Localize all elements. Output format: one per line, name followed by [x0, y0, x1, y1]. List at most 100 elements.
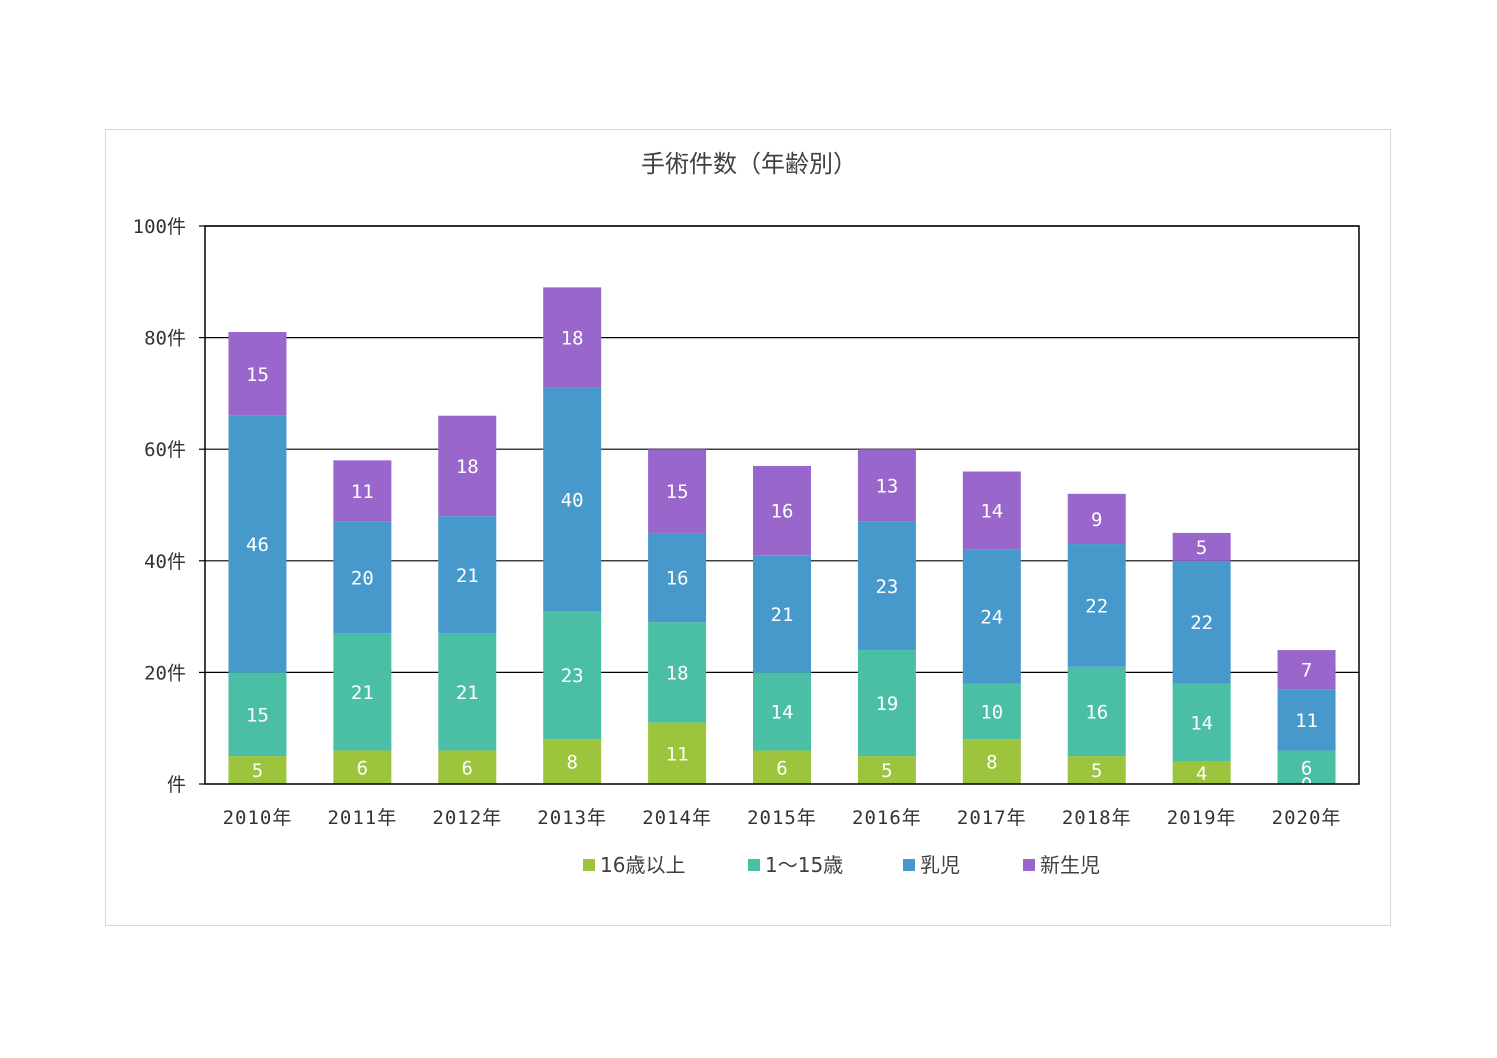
- x-tick-label: 2014年: [642, 807, 712, 829]
- bar-segment: [438, 415, 497, 517]
- bar-segment: [1277, 650, 1336, 690]
- y-tick-label: 20件: [144, 662, 186, 684]
- data-label: 5: [881, 760, 892, 782]
- bar-segment: [753, 672, 811, 751]
- data-labels: 5154615621201162121188234018111816156142…: [246, 328, 1318, 796]
- bar-segment: [543, 287, 602, 388]
- data-label: 18: [561, 328, 584, 350]
- data-label: 7: [1301, 660, 1312, 682]
- x-tick-label: 2018年: [1062, 807, 1132, 829]
- legend-item: 乳児: [903, 853, 960, 877]
- x-tick-label: 2016年: [852, 807, 922, 829]
- bar-segment: [857, 449, 916, 522]
- data-label: 24: [980, 607, 1003, 629]
- data-label: 21: [456, 565, 479, 587]
- data-label: 21: [771, 604, 794, 626]
- x-tick-label: 2012年: [432, 807, 502, 829]
- data-label: 14: [771, 701, 794, 723]
- bar-segment: [438, 750, 497, 784]
- bar-segment: [228, 756, 287, 784]
- plot-border: [204, 225, 1360, 785]
- data-label: 4: [1196, 763, 1207, 785]
- legend-swatch: [1023, 859, 1035, 871]
- data-label: 9: [1091, 509, 1102, 531]
- data-label: 23: [561, 665, 584, 687]
- legend-item: 1～15歳: [748, 853, 843, 877]
- bar-segment: [648, 722, 707, 784]
- data-label: 22: [1190, 612, 1213, 634]
- x-axis-ticks: 2010年 2011年 2012年 2013年 2014年 2015年 2016年 2017年…: [223, 807, 1341, 829]
- bars: [228, 287, 1336, 784]
- data-label: 14: [980, 501, 1003, 523]
- bar-segment: [962, 683, 1021, 740]
- bar-segment: [438, 516, 497, 634]
- bar-segment: [753, 465, 811, 556]
- legend-label: 16歳以上: [600, 853, 685, 877]
- bar-segment: [1067, 544, 1126, 667]
- bar-segment: [543, 387, 602, 612]
- x-tick-label: 2010年: [223, 807, 293, 829]
- data-label: 20: [351, 568, 374, 590]
- x-tick-label: 2013年: [537, 807, 607, 829]
- bar-segment: [1067, 493, 1126, 545]
- y-tick-label: 100件: [133, 216, 186, 238]
- bar-segment: [648, 532, 707, 623]
- bar-segment: [1277, 750, 1336, 784]
- bar-segment: [857, 521, 916, 651]
- bar-segment: [333, 521, 392, 634]
- data-label: 13: [875, 475, 898, 497]
- bar-segment: [753, 555, 811, 673]
- bar-segment: [228, 672, 287, 757]
- data-label: 5: [1196, 537, 1207, 559]
- data-label: 46: [246, 534, 269, 556]
- data-label: 11: [666, 743, 689, 765]
- data-label: 16: [1085, 701, 1108, 723]
- y-axis-ticks: 件 20件 40件 60件 80件 100件: [133, 216, 205, 796]
- bar-segment: [962, 471, 1021, 550]
- axes: [204, 225, 1360, 785]
- data-label: 8: [566, 752, 577, 774]
- bar-segment: [333, 460, 392, 522]
- bar-segment: [1172, 532, 1231, 561]
- data-label: 0: [1301, 774, 1312, 796]
- data-label: 21: [456, 682, 479, 704]
- data-label: 18: [456, 456, 479, 478]
- bar-segment: [857, 756, 916, 784]
- bar-segment: [857, 650, 916, 757]
- legend-label: 乳児: [920, 853, 960, 877]
- bar-segment: [1172, 560, 1231, 684]
- bar-segment: [438, 633, 497, 751]
- data-label: 11: [351, 481, 374, 503]
- chart-frame: 手術件数（年齢別） 件 20件 40件 60件 80件 100件 5 15 46 15 6 21 20…: [105, 129, 1391, 926]
- y-tick-label: 60件: [144, 439, 186, 461]
- legend-label: 新生児: [1040, 853, 1100, 877]
- data-label: 15: [246, 704, 269, 726]
- legend-swatch: [903, 859, 915, 871]
- bar-segment: [962, 549, 1021, 684]
- data-label: 23: [875, 576, 898, 598]
- data-label: 5: [252, 760, 263, 782]
- x-tick-label: 2011年: [327, 807, 397, 829]
- bar-segment: [1172, 683, 1231, 762]
- legend-label: 1～15歳: [765, 853, 843, 877]
- data-label: 15: [246, 364, 269, 386]
- data-label: 21: [351, 682, 374, 704]
- legend-item: 新生児: [1023, 853, 1100, 877]
- x-tick-label: 2019年: [1167, 807, 1237, 829]
- bar-segment: [1067, 756, 1126, 784]
- data-label: 22: [1085, 595, 1108, 617]
- bar-segment: [962, 739, 1021, 784]
- chart-title: 手術件数（年齢別）: [641, 150, 857, 178]
- y-tick-label: 80件: [144, 328, 186, 350]
- bar-segment: [648, 622, 707, 723]
- bar-segment: [228, 332, 287, 416]
- legend-swatch: [748, 859, 760, 871]
- x-tick-label: 2017年: [957, 807, 1027, 829]
- bar-segment: [1277, 689, 1336, 751]
- data-label: 6: [357, 757, 368, 779]
- data-label: 6: [776, 757, 787, 779]
- data-label: 11: [1295, 710, 1318, 732]
- legend-swatch: [583, 859, 595, 871]
- data-label: 10: [980, 701, 1003, 723]
